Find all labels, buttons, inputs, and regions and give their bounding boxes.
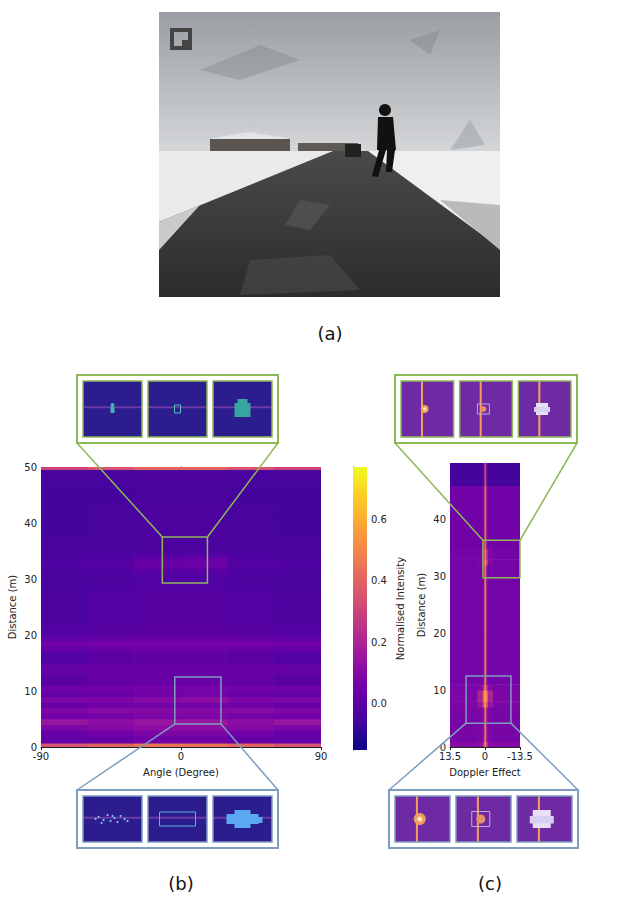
svg-text:Distance (m): Distance (m) xyxy=(7,575,18,640)
svg-text:(b): (b) xyxy=(168,873,193,894)
svg-text:40: 40 xyxy=(433,514,446,525)
svg-text:13.5: 13.5 xyxy=(439,751,461,762)
svg-text:40: 40 xyxy=(24,518,37,529)
svg-text:20: 20 xyxy=(24,630,37,641)
svg-text:10: 10 xyxy=(24,686,37,697)
svg-text:50: 50 xyxy=(24,462,37,473)
svg-text:0.6: 0.6 xyxy=(371,514,387,525)
svg-text:(a): (a) xyxy=(317,323,342,344)
svg-text:0: 0 xyxy=(482,751,488,762)
svg-text:0.4: 0.4 xyxy=(371,575,387,586)
svg-text:0.2: 0.2 xyxy=(371,637,387,648)
svg-text:30: 30 xyxy=(433,571,446,582)
svg-text:20: 20 xyxy=(433,628,446,639)
svg-text:90: 90 xyxy=(315,751,328,762)
svg-text:-13.5: -13.5 xyxy=(507,751,533,762)
svg-text:0: 0 xyxy=(178,751,184,762)
svg-text:30: 30 xyxy=(24,574,37,585)
svg-text:Doppler Effect: Doppler Effect xyxy=(449,767,521,778)
svg-text:10: 10 xyxy=(433,685,446,696)
svg-text:0: 0 xyxy=(30,741,37,753)
svg-text:-90: -90 xyxy=(33,751,49,762)
svg-text:0.0: 0.0 xyxy=(371,698,387,709)
svg-text:Normalised Intensity: Normalised Intensity xyxy=(395,557,406,660)
svg-text:Angle (Degree): Angle (Degree) xyxy=(143,767,219,778)
svg-text:(c): (c) xyxy=(478,873,502,894)
svg-text:Distance (m): Distance (m) xyxy=(416,573,427,638)
